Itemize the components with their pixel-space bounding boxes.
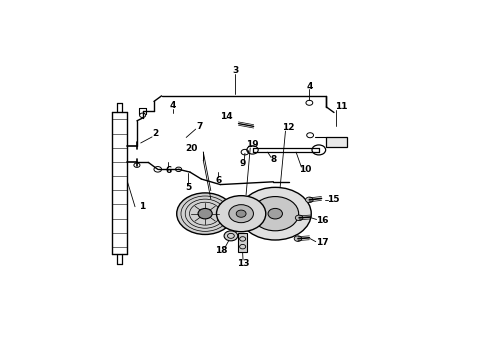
Circle shape (239, 187, 310, 240)
Bar (238, 233, 246, 252)
Text: 9: 9 (239, 159, 245, 168)
Circle shape (176, 193, 233, 234)
Text: 6: 6 (215, 176, 221, 185)
Circle shape (216, 195, 265, 232)
Circle shape (294, 236, 301, 242)
Text: 10: 10 (298, 165, 311, 174)
Text: 7: 7 (196, 122, 202, 131)
Text: 14: 14 (219, 112, 232, 121)
Text: 4: 4 (169, 101, 176, 110)
Text: 11: 11 (335, 103, 347, 112)
Text: 19: 19 (245, 140, 258, 149)
Circle shape (305, 197, 312, 203)
Circle shape (228, 205, 253, 223)
Circle shape (267, 208, 282, 219)
Text: 8: 8 (270, 155, 276, 164)
Text: 3: 3 (232, 66, 238, 75)
Circle shape (236, 210, 245, 217)
Circle shape (295, 215, 302, 221)
Text: 1: 1 (139, 202, 145, 211)
Text: 5: 5 (184, 183, 191, 192)
Text: 4: 4 (305, 82, 312, 91)
Text: 6: 6 (165, 166, 171, 175)
Text: 17: 17 (315, 238, 327, 247)
Text: 16: 16 (316, 216, 328, 225)
Text: 13: 13 (236, 259, 249, 268)
Bar (326, 136, 346, 147)
Text: 20: 20 (185, 144, 198, 153)
Circle shape (198, 208, 212, 219)
Text: 12: 12 (282, 123, 294, 132)
Circle shape (224, 231, 237, 241)
Text: 18: 18 (214, 246, 227, 255)
Circle shape (251, 197, 298, 231)
Text: 15: 15 (326, 195, 339, 204)
Text: 2: 2 (152, 129, 159, 138)
